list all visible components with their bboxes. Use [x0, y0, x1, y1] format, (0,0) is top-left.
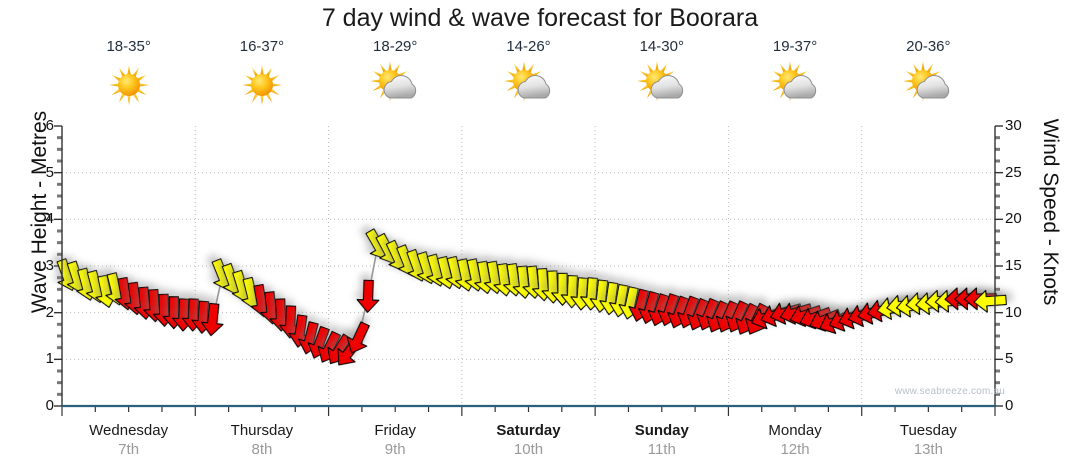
- day-date: 11th: [647, 441, 676, 458]
- left-tick-label: 1: [45, 350, 54, 368]
- temperature-range: 18-29°: [373, 38, 418, 55]
- left-tick-label: 2: [45, 303, 54, 321]
- day-date: 8th: [251, 441, 273, 458]
- right-tick-label: 25: [1005, 163, 1022, 181]
- temperature-range: 14-26°: [506, 38, 551, 55]
- day-date: 10th: [513, 441, 544, 458]
- day-name: Wednesday: [89, 422, 169, 439]
- left-tick-label: 6: [45, 117, 54, 134]
- day-header-sunday: 14-30°: [597, 38, 727, 110]
- wind-arrow: [973, 289, 1007, 313]
- day-header-tuesday: 20-36°: [863, 38, 993, 110]
- day-header-thursday: 16-37°: [197, 38, 327, 110]
- axis-lines: [61, 126, 996, 408]
- sun-cloud-icon: [899, 60, 957, 110]
- day-name: Saturday: [496, 422, 561, 439]
- right-tick-label: 20: [1005, 210, 1022, 228]
- sun-icon: [233, 60, 291, 110]
- day-name: Thursday: [230, 422, 294, 439]
- sun-cloud-icon: [366, 60, 424, 110]
- wind-arrow: [346, 321, 370, 354]
- sun-cloud-icon: [500, 60, 558, 110]
- day-header-wednesday: 18-35°: [64, 38, 194, 110]
- day-label-wednesday: Wednesday 7th: [64, 421, 194, 459]
- day-label-friday: Friday 9th: [330, 421, 460, 459]
- right-tick-label: 0: [1005, 397, 1014, 414]
- day-header-friday: 18-29°: [330, 38, 460, 110]
- right-tick-label: 30: [1005, 117, 1022, 134]
- right-tick-label: 10: [1005, 303, 1022, 321]
- day-header-saturday: 14-26°: [464, 38, 594, 110]
- left-tick-label: 5: [45, 163, 54, 181]
- wind-arrow: [200, 302, 224, 337]
- day-name: Sunday: [634, 422, 689, 439]
- day-date: 9th: [384, 441, 406, 458]
- day-date: 12th: [780, 441, 810, 458]
- day-name: Tuesday: [899, 422, 957, 439]
- temperature-range: 20-36°: [906, 38, 951, 55]
- right-tick-label: 15: [1005, 257, 1022, 274]
- sun-cloud-icon: [633, 60, 691, 110]
- day-date: 7th: [118, 441, 140, 458]
- sun-icon: [100, 60, 158, 110]
- sun-cloud-icon: [766, 60, 824, 110]
- day-label-saturday: Saturday 10th: [464, 421, 594, 459]
- axis-tickmarks: [54, 125, 1003, 416]
- page-title: 7 day wind & wave forecast for Boorara: [321, 4, 759, 32]
- day-date: 13th: [913, 441, 943, 458]
- temperature-range: 18-35°: [106, 38, 151, 55]
- wind-arrow: [356, 279, 380, 313]
- left-tick-label: 4: [45, 210, 54, 228]
- wind-arrow-series: [56, 228, 1007, 366]
- left-tick-label: 3: [45, 257, 54, 274]
- site-watermark: www.seabreeze.com.au: [894, 386, 1005, 397]
- temperature-range: 16-37°: [239, 38, 285, 55]
- gridlines: [62, 126, 995, 406]
- day-label-sunday: Sunday 11th: [597, 421, 727, 459]
- wave-height-line: [66, 243, 991, 354]
- day-header-monday: 19-37°: [730, 38, 860, 110]
- right-tick-label: 5: [1005, 350, 1014, 368]
- day-name: Monday: [768, 422, 822, 439]
- day-label-tuesday: Tuesday 13th: [863, 421, 993, 459]
- left-tick-label: 0: [45, 397, 54, 414]
- day-label-thursday: Thursday 8th: [197, 421, 327, 459]
- temperature-range: 14-30°: [639, 38, 684, 55]
- temperature-range: 19-37°: [772, 38, 818, 55]
- day-label-monday: Monday 12th: [730, 421, 860, 459]
- day-name: Friday: [374, 422, 417, 439]
